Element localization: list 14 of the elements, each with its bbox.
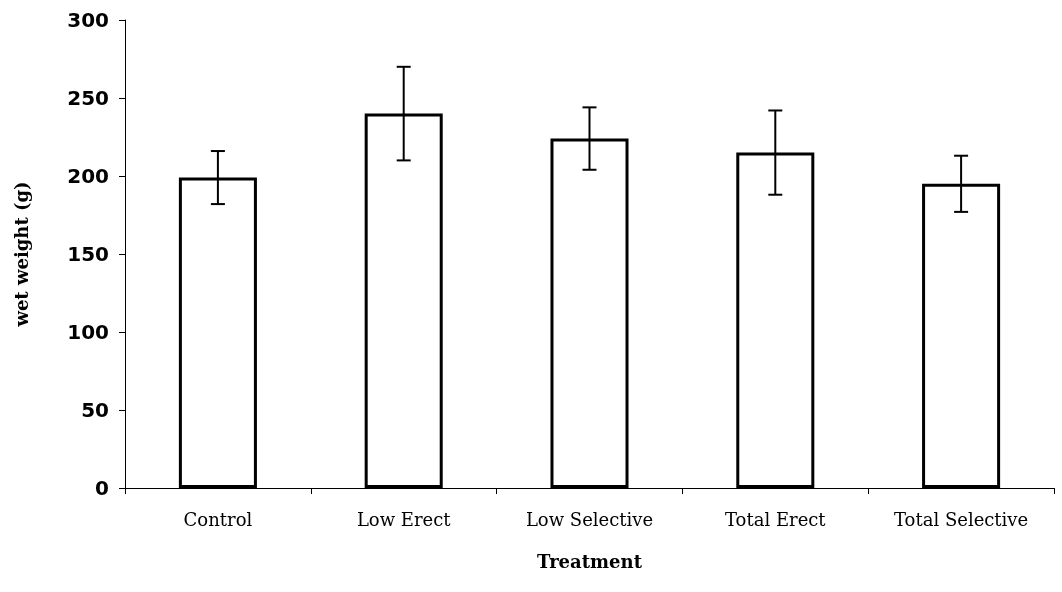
x-axis-title: Treatment	[537, 550, 643, 572]
y-tick-label: 100	[67, 320, 109, 344]
y-tick-label: 300	[67, 8, 109, 32]
y-tick-label: 150	[67, 242, 109, 266]
y-tick-label: 200	[67, 164, 109, 188]
y-tick-label: 50	[81, 398, 109, 422]
x-tick-label: Total Erect	[725, 508, 827, 530]
y-tick-label: 0	[95, 476, 109, 500]
x-tick-label: Total Selective	[894, 508, 1029, 530]
x-tick-label: Low Selective	[525, 508, 654, 530]
x-tick-label: Low Erect	[356, 508, 452, 530]
x-tick-label: Control	[183, 508, 253, 530]
y-axis-title: wet weight (g)	[10, 181, 32, 328]
y-tick-label: 250	[67, 86, 109, 110]
